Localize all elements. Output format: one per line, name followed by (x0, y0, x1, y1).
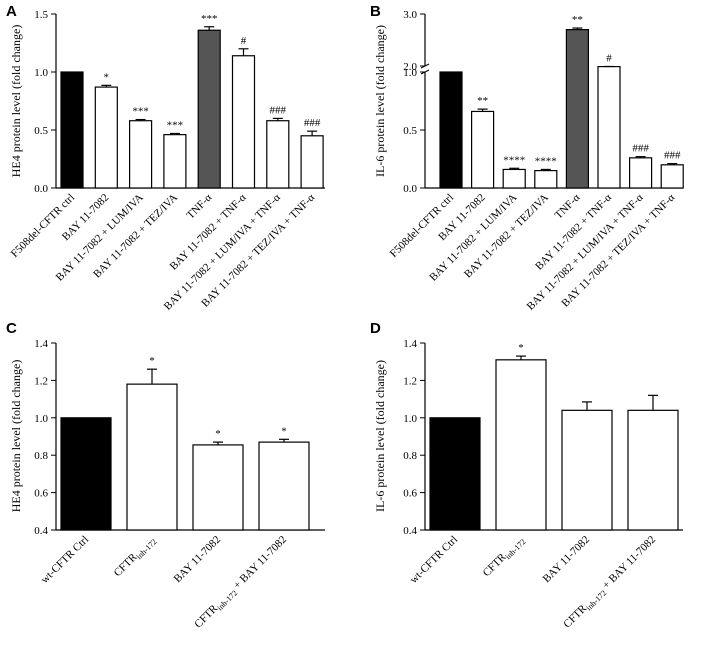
bar (126, 383, 178, 531)
x-tick-label: BAY 11-7082 (172, 534, 223, 585)
x-tick-label-main: wt-CFTR Ctrl (39, 534, 91, 586)
y-axis-label: HE4 protein level (fold change) (9, 25, 23, 178)
bar (429, 417, 481, 531)
x-tick-label: F508del-CFTR ctrl (9, 192, 77, 260)
significance-label: * (518, 342, 524, 354)
significance-label: # (606, 52, 612, 64)
y-tick-label: 0.6 (34, 488, 48, 500)
bar (192, 444, 244, 531)
bar (231, 55, 256, 189)
y-tick-label: 0.0 (34, 183, 48, 195)
x-tick-label: TNF-α (184, 191, 214, 221)
y-tick-label: 1.4 (403, 338, 417, 350)
significance-label: # (241, 35, 247, 47)
significance-label: * (104, 71, 110, 83)
x-tick-label: CFTRinh-172 (481, 534, 528, 581)
bar (471, 110, 495, 189)
significance-label: ** (477, 95, 488, 107)
panel-d: D 0.4 0.6 0.8 1.0 1.2 1.4 IL-6 protein level (f… (370, 320, 683, 630)
significance-label: **** (535, 155, 557, 167)
bar (565, 29, 590, 189)
significance-label: *** (167, 119, 184, 131)
y-tick-label: 1.5 (34, 9, 48, 21)
significance-label: * (281, 425, 287, 437)
significance-label: ### (270, 104, 287, 116)
bar (266, 120, 290, 189)
panel-b: B 0.0 0.5 1.02.0 3.0 IL-6 protein level (fold… (370, 3, 684, 313)
bar (163, 134, 187, 189)
significance-label: ** (572, 14, 583, 26)
panel-a: A 0.0 0.5 1.0 1.5 HE4 protein level (fold cha… (6, 3, 325, 313)
y-tick-label: 1.0 (34, 67, 48, 79)
bar (60, 417, 112, 531)
y-tick-label: 0.4 (403, 525, 417, 537)
bar (439, 71, 463, 189)
x-tick-label-rest: + BAY 11-7082 (229, 534, 289, 594)
bar (597, 65, 621, 189)
x-tick-label-main: BAY 11-7082 (541, 534, 592, 585)
bar (129, 120, 153, 189)
y-tick-label: 0.8 (403, 450, 417, 462)
y-tick-label: 0.8 (34, 450, 48, 462)
y-tick-label: 3.0 (403, 9, 417, 21)
bar (197, 29, 221, 189)
significance-label: * (215, 428, 221, 440)
y-tick-label: 1.4 (34, 338, 48, 350)
bar (628, 157, 653, 189)
x-tick-label: wt-CFTR Ctrl (39, 534, 91, 586)
bar (534, 170, 558, 189)
panel-letter: A (6, 3, 17, 20)
y-tick-label: 0.0 (403, 183, 417, 195)
bar (94, 86, 118, 189)
bar (627, 409, 679, 531)
significance-label: *** (201, 13, 218, 25)
x-tick-label-subscript: inh-172 (135, 537, 159, 561)
y-tick-label: 0.5 (34, 125, 48, 137)
x-tick-label: wt-CFTR Ctrl (408, 534, 460, 586)
bar (60, 71, 84, 189)
y-tick-label: 0.6 (403, 488, 417, 500)
panel-letter: C (6, 320, 17, 337)
panel-letter: D (370, 320, 381, 337)
panel-c: C 0.4 0.6 0.8 1.0 1.2 1.4 HE4 protein level (fo… (6, 320, 325, 630)
significance-label: * (149, 355, 155, 367)
significance-label: ### (632, 143, 649, 155)
bar (495, 359, 547, 531)
y-tick-label: 1.2 (34, 375, 48, 387)
y-axis-label: HE4 protein level (fold change) (9, 360, 23, 513)
y-axis-label: IL-6 protein level (fold change) (373, 25, 387, 177)
bar (660, 164, 684, 189)
significance-label: **** (503, 154, 525, 166)
x-tick-label: BAY 11-7082 (541, 534, 592, 585)
bar (300, 135, 324, 189)
y-tick-label: 1.0 (403, 67, 417, 79)
y-tick-label: 2.0 (403, 61, 417, 73)
bar (502, 168, 526, 189)
significance-label: ### (664, 150, 681, 162)
significance-label: *** (132, 106, 149, 118)
x-tick-label-rest: + BAY 11-7082 (598, 534, 658, 594)
significance-label: ### (304, 117, 321, 129)
x-tick-label-main: BAY 11-7082 (172, 534, 223, 585)
y-tick-label: 0.4 (34, 525, 48, 537)
x-tick-label: CFTRinh-172 (112, 534, 159, 581)
y-tick-label: 1.0 (34, 413, 48, 425)
y-axis-label: IL-6 protein level (fold change) (373, 360, 387, 512)
bar (258, 441, 310, 531)
y-tick-label: 1.2 (403, 375, 417, 387)
panel-letter: B (370, 3, 381, 20)
x-tick-label-subscript: inh-172 (504, 537, 528, 561)
x-tick-label: BAY 11-7082 + LUM/IVA + TNF-α (525, 191, 646, 312)
x-tick-label-main: wt-CFTR Ctrl (408, 534, 460, 586)
y-tick-label: 0.5 (403, 125, 417, 137)
y-tick-label: 1.0 (403, 413, 417, 425)
x-tick-label: TNF-α (553, 191, 583, 221)
bar (561, 409, 613, 531)
